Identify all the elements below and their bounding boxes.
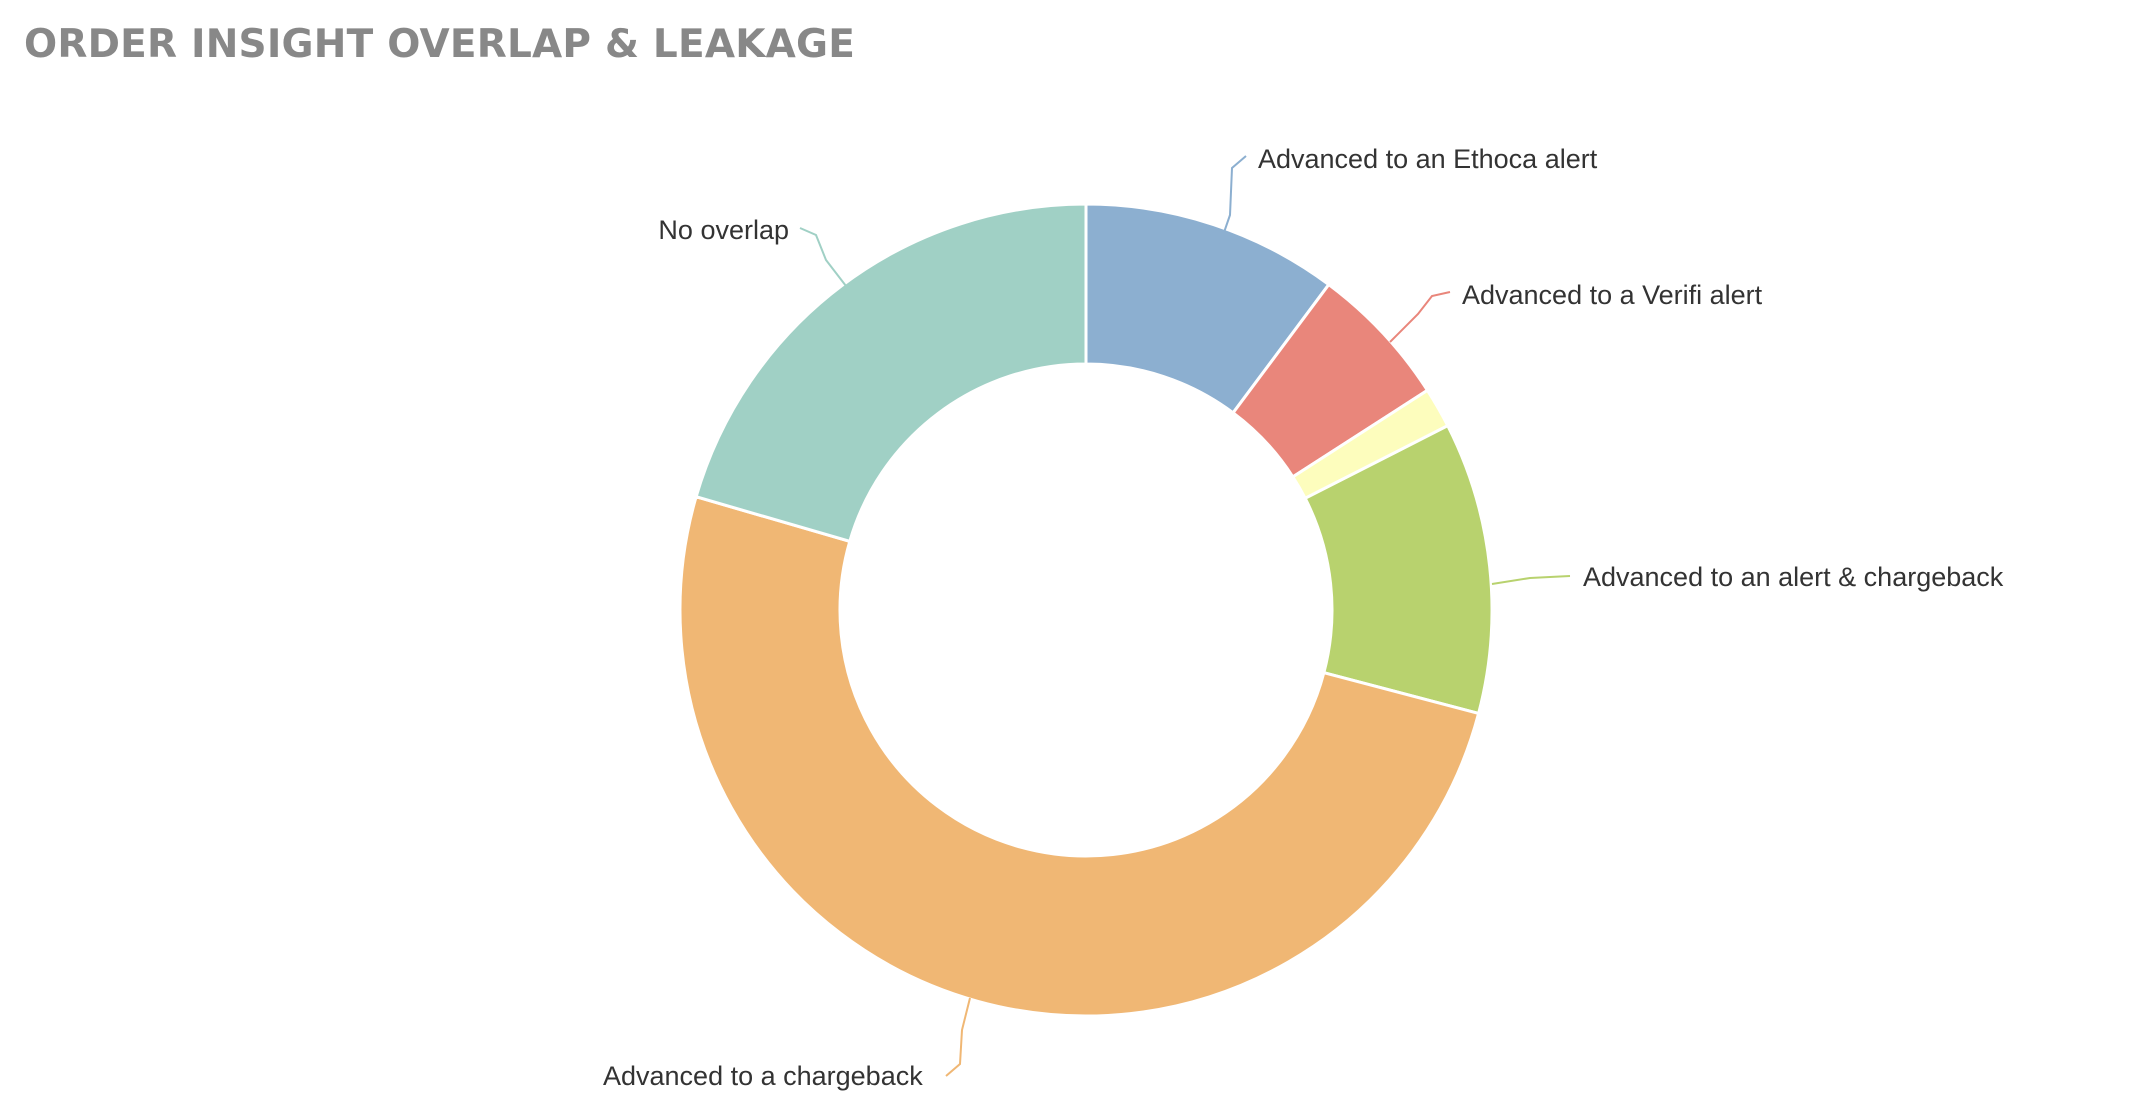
slice-label-3: Advanced to an alert & chargeback: [1583, 562, 2004, 592]
donut-slice-5: [694, 202, 1088, 544]
slice-label-connector-1: [1389, 291, 1451, 343]
slice-label-5: No overlap: [658, 215, 789, 245]
chart-title: ORDER INSIGHT OVERLAP & LEAKAGE: [24, 22, 856, 67]
slice-label-connector-5: [799, 227, 847, 287]
slice-label-4: Advanced to a chargeback: [603, 1061, 923, 1091]
slice-label-connector-3: [1491, 575, 1571, 585]
slice-label-connector-4: [945, 997, 971, 1077]
slice-label-connector-0: [1219, 155, 1247, 245]
slice-label-1: Advanced to a Verifi alert: [1462, 280, 1763, 310]
slice-label-0: Advanced to an Ethoca alert: [1258, 144, 1598, 174]
donut-slice-4: [678, 494, 1481, 1018]
